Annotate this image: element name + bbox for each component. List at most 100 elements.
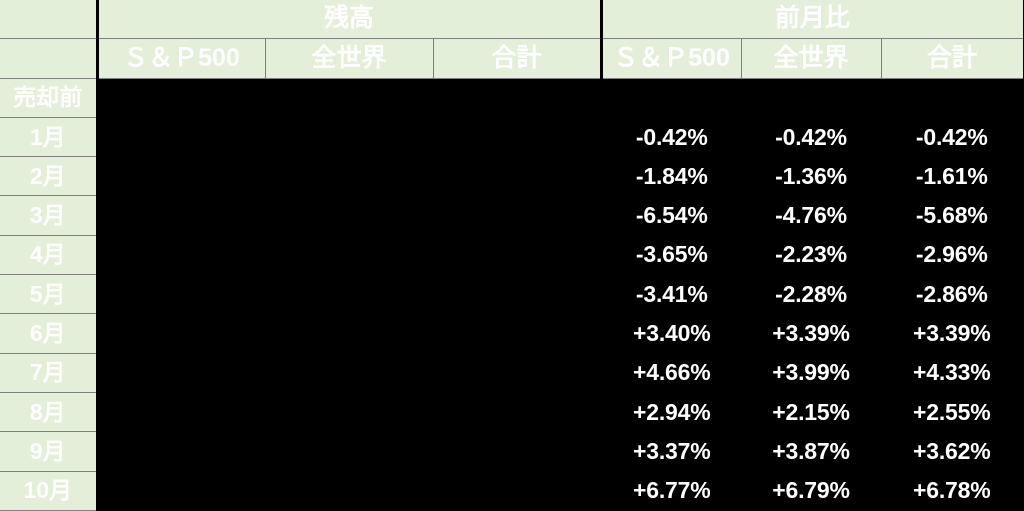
row-header-3: 3月 [0,195,98,236]
cell-world_mom: +3.99% [741,353,881,393]
row-header-0: 売却前 [0,77,98,118]
column-header-total-mom: 合計 [880,37,1024,79]
row-header-8: 8月 [0,392,98,433]
cell-total_mom: +2.55% [881,392,1024,432]
cell-world_bal [265,431,433,472]
cell-sp500_mom: +4.66% [601,353,741,393]
table-row: 3月 -6.54% -4.76% -5.68% [0,195,1024,236]
cell-world_bal [265,313,433,354]
cell-world_mom: -2.23% [741,235,881,275]
cell-sp500_mom: -3.65% [601,235,741,275]
header-corner-cell [0,0,98,39]
table-header-groups: 残高 前月比 [0,0,1024,39]
cell-sp500_mom: +6.77% [601,471,741,511]
cell-sp500_bal [95,117,265,157]
row-header-1: 1月 [0,116,98,158]
cell-total_bal [433,235,603,275]
cell-sp500_mom: -1.84% [601,156,741,196]
cell-total_bal [433,195,603,236]
cell-sp500_mom: -3.41% [601,274,741,314]
cell-total_mom: -2.86% [881,274,1024,314]
cell-total_mom: +3.39% [881,313,1024,354]
cell-total_mom: +3.62% [881,431,1024,472]
cell-world_mom: -0.42% [741,117,881,157]
cell-world_bal [265,195,433,236]
table-row: 10月 +6.77% +6.79% +6.78% [0,470,1024,511]
table-row: 売却前 [0,77,1024,118]
group-header-month-over-month: 前月比 [600,0,1024,39]
cell-sp500_mom [601,78,741,118]
row-header-4: 4月 [0,234,98,276]
group-header-balance: 残高 [95,0,603,39]
cell-world_bal [265,117,433,157]
cell-total_bal [433,471,603,511]
cell-world_mom: +3.87% [741,431,881,472]
table-row: 5月 -3.41% -2.28% -2.86% [0,274,1024,315]
cell-total_bal [433,78,603,118]
cell-total_bal [433,274,603,314]
cell-world_bal [265,471,433,511]
cell-total_bal [433,313,603,354]
cell-sp500_bal [95,471,265,511]
cell-world_bal [265,78,433,118]
cell-world_bal [265,274,433,314]
cell-sp500_bal [95,195,265,236]
cell-total_mom: -5.68% [881,195,1024,236]
cell-sp500_bal [95,431,265,472]
row-header-5: 5月 [0,274,98,315]
cell-total_bal [433,431,603,472]
cell-sp500_bal [95,274,265,314]
table-row: 4月 -3.65% -2.23% -2.96% [0,234,1024,276]
cell-total_mom: -2.96% [881,235,1024,275]
row-header-10: 10月 [0,470,98,511]
column-header-world-mom: 全世界 [740,37,882,79]
cell-world_mom: +6.79% [741,471,881,511]
cell-total_bal [433,392,603,432]
cell-sp500_mom: -0.42% [601,117,741,157]
table-row: 7月 +4.66% +3.99% +4.33% [0,352,1024,394]
column-header-sp500-balance: Ｓ＆Ｐ500 [95,37,266,79]
cell-world_bal [265,235,433,275]
cell-sp500_bal [95,235,265,275]
cell-sp500_bal [95,78,265,118]
cell-sp500_mom: +3.37% [601,431,741,472]
row-header-6: 6月 [0,313,98,354]
table-row: 9月 +3.37% +3.87% +3.62% [0,431,1024,472]
cell-world_bal [265,156,433,196]
cell-sp500_bal [95,353,265,393]
cell-total_mom: +4.33% [881,353,1024,393]
column-header-sp500-mom: Ｓ＆Ｐ500 [600,37,742,79]
cell-total_bal [433,117,603,157]
cell-sp500_bal [95,156,265,196]
cell-sp500_mom: +2.94% [601,392,741,432]
cell-sp500_mom: -6.54% [601,195,741,236]
cell-world_mom: -2.28% [741,274,881,314]
table-row: 1月 -0.42% -0.42% -0.42% [0,116,1024,158]
header-corner-cell-2 [0,37,98,79]
cell-total_mom: +6.78% [881,471,1024,511]
table-header-columns: Ｓ＆Ｐ500 全世界 合計 Ｓ＆Ｐ500 全世界 合計 [0,37,1024,79]
row-header-7: 7月 [0,352,98,394]
cell-sp500_bal [95,392,265,432]
column-header-world-balance: 全世界 [264,37,434,79]
cell-world_mom: +3.39% [741,313,881,354]
cell-total_bal [433,156,603,196]
table-row: 8月 +2.94% +2.15% +2.55% [0,392,1024,433]
cell-total_mom: -0.42% [881,117,1024,157]
cell-world_mom: +2.15% [741,392,881,432]
cell-total_mom: -1.61% [881,156,1024,196]
cell-world_bal [265,392,433,432]
cell-total_bal [433,353,603,393]
column-header-total-balance: 合計 [432,37,603,79]
row-header-2: 2月 [0,156,98,197]
table-row: 6月 +3.40% +3.39% +3.39% [0,313,1024,354]
cell-world_bal [265,353,433,393]
cell-world_mom: -4.76% [741,195,881,236]
cell-total_mom [881,78,1024,118]
table-row: 2月 -1.84% -1.36% -1.61% [0,156,1024,197]
cell-sp500_mom: +3.40% [601,313,741,354]
cell-world_mom: -1.36% [741,156,881,196]
